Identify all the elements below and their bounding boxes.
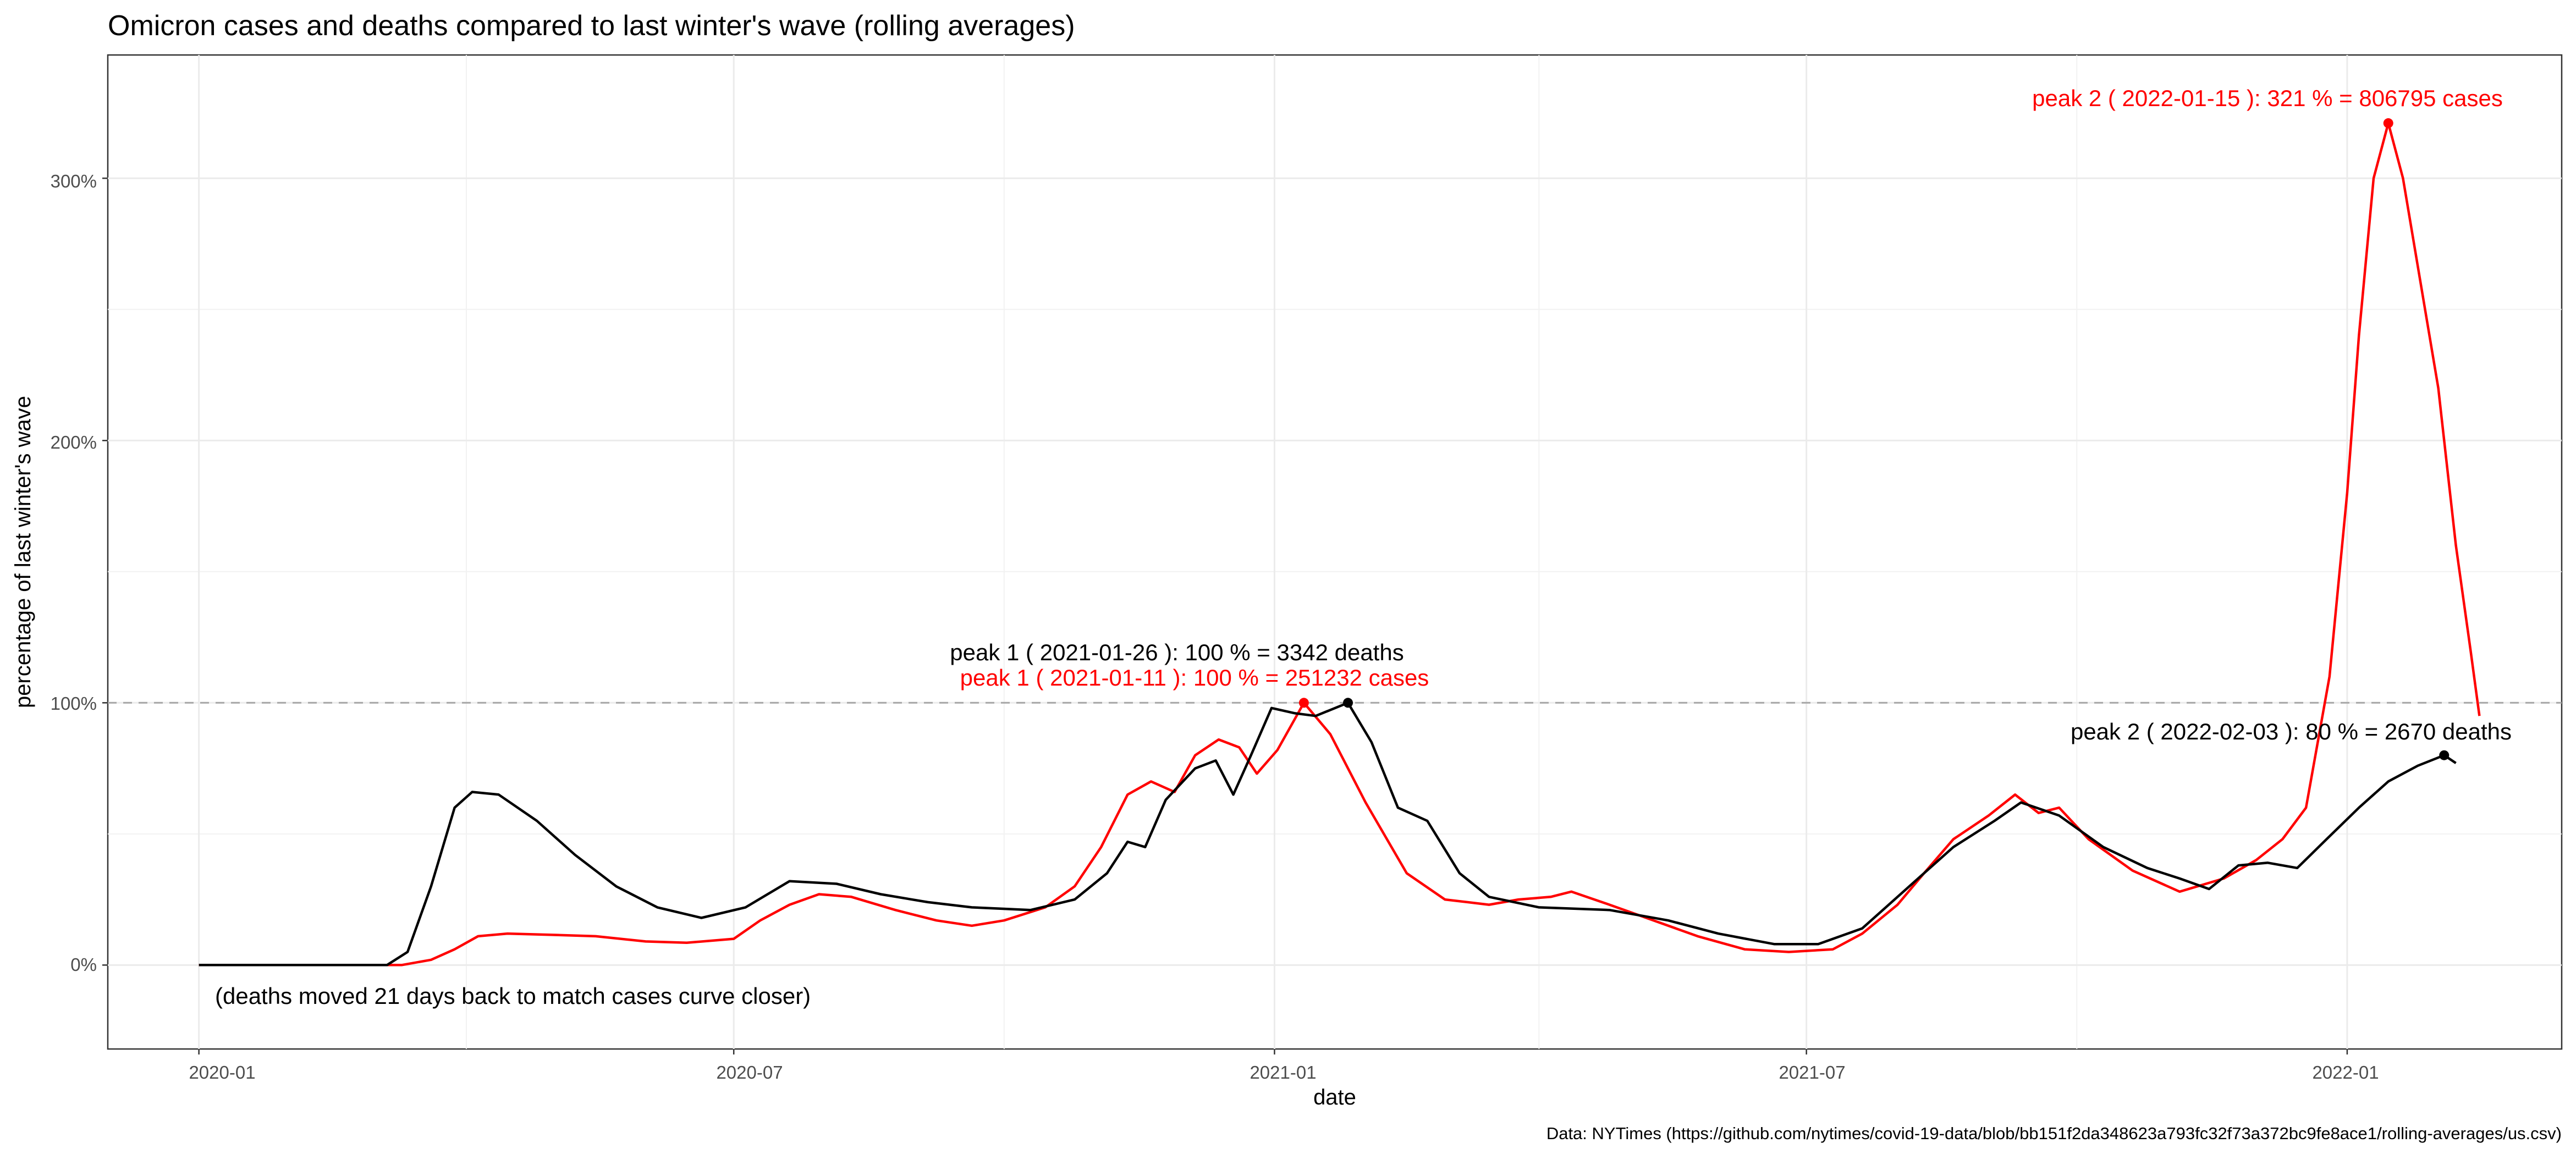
peak2-deaths-label: peak 2 ( 2022-02-03 ): 80 % = 2670 death… (2071, 719, 2512, 744)
y-tick-label: 0% (70, 954, 97, 975)
y-tick-label: 100% (51, 693, 97, 714)
grid (108, 55, 2562, 1049)
peak1-cases-label: peak 1 ( 2021-01-11 ): 100 % = 251232 ca… (960, 665, 1429, 691)
plot-panel (107, 54, 2563, 1050)
y-tick-label: 300% (51, 171, 97, 191)
x-tick-label: 2022-01 (2312, 1062, 2379, 1083)
peak-point (1298, 698, 1309, 708)
deaths-shift-note: (deaths moved 21 days back to match case… (215, 983, 811, 1009)
x-tick-label: 2020-07 (716, 1062, 783, 1083)
peak1-deaths-label: peak 1 ( 2021-01-26 ): 100 % = 3342 deat… (950, 639, 1403, 665)
peak-point (1343, 698, 1353, 708)
data-source-caption: Data: NYTimes (https://github.com/nytime… (1546, 1124, 2562, 1143)
x-axis: 2020-01 2020-07 2021-01 2021-07 2022-01 (189, 1049, 2379, 1083)
x-tick-label: 2021-07 (1779, 1062, 1845, 1083)
peak-point (2383, 118, 2393, 129)
series-deaths-line (199, 702, 2457, 967)
series-cases-line (199, 122, 2481, 967)
y-tick-label: 200% (51, 432, 97, 452)
chart-title: Omicron cases and deaths compared to las… (108, 10, 1075, 42)
series-layer (199, 122, 2481, 967)
peak-markers (1298, 118, 2450, 760)
y-axis-title: percentage of last winter's wave (11, 396, 35, 708)
x-axis-title: date (1313, 1085, 1356, 1109)
peak-point (2439, 750, 2450, 760)
x-tick-label: 2020-01 (189, 1062, 255, 1083)
x-tick-label: 2021-01 (1250, 1062, 1316, 1083)
peak2-cases-label: peak 2 ( 2022-01-15 ): 321 % = 806795 ca… (2032, 85, 2503, 111)
y-axis: 0% 100% 200% 300% (51, 171, 108, 975)
